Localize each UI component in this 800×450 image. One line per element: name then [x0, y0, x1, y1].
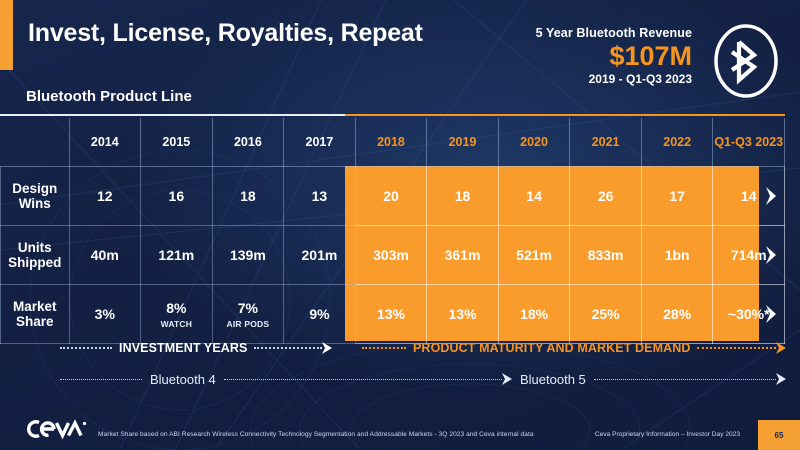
table-rule-investment: [0, 114, 345, 116]
cell-value: 14: [740, 188, 757, 204]
cell-design-wins-2019: 18: [426, 166, 499, 226]
arrow-right-icon: [776, 342, 786, 354]
col-header-2014: 2014: [69, 118, 142, 167]
revenue-period: 2019 - Q1-Q3 2023: [588, 72, 692, 87]
cell-design-wins-2020: 14: [498, 166, 571, 226]
cell-design-wins-q1q3-2023: 14: [712, 166, 785, 226]
cell-units-shipped-2018: 303m: [355, 225, 428, 285]
page-number: 65: [758, 420, 800, 450]
cell-units-shipped-2016: 139m: [212, 225, 285, 285]
bluetooth-4-label: Bluetooth 4: [150, 371, 216, 387]
cell-units-shipped-2021: 833m: [569, 225, 642, 285]
proprietary-notice: Ceva Proprietary Information – Investor …: [594, 431, 740, 438]
row-label-line2: Wins: [18, 196, 51, 211]
arrow-right-icon: [322, 342, 332, 354]
chevron-right-icon: [766, 305, 776, 323]
cell-units-shipped-2022: 1bn: [641, 225, 714, 285]
page-subtitle: Bluetooth Product Line: [26, 88, 192, 105]
cell-units-shipped-2017: 201m: [283, 225, 356, 285]
bluetooth-5-label: Bluetooth 5: [520, 371, 586, 387]
cell-units-shipped-2015: 121m: [140, 225, 213, 285]
cell-design-wins-2014: 12: [69, 166, 142, 226]
cell-market-share-2015: 8% WATCH: [140, 284, 213, 344]
cell-units-shipped-2019: 361m: [426, 225, 499, 285]
table-row-market-share: Market Share 3% 8% WATCH 7% AIR PODS 9% …: [0, 284, 785, 344]
cell-value: 714m: [730, 247, 767, 263]
cell-market-share-2018: 13%: [355, 284, 428, 344]
col-header-2016: 2016: [212, 118, 285, 167]
row-label-market-share: Market Share: [0, 284, 70, 344]
table-row-design-wins: Design Wins 12 16 18 13 20 18 14 26 17 1…: [0, 166, 785, 226]
cell-market-share-2017: 9%: [283, 284, 356, 344]
cell-market-share-2022: 28%: [641, 284, 714, 344]
col-header-2017: 2017: [283, 118, 356, 167]
col-header-2022: 2022: [641, 118, 714, 167]
cell-design-wins-2022: 17: [641, 166, 714, 226]
row-label-design-wins: Design Wins: [0, 166, 70, 226]
table-row-units-shipped: Units Shipped 40m 121m 139m 201m 303m 36…: [0, 225, 785, 285]
row-label-line2: Shipped: [8, 255, 62, 270]
table-corner-cell: [0, 118, 70, 167]
cell-design-wins-2017: 13: [283, 166, 356, 226]
cell-note-airpods: AIR PODS: [226, 318, 270, 329]
footnote-text: Market Share based on ABI Research Wirel…: [98, 431, 534, 438]
cell-design-wins-2018: 20: [355, 166, 428, 226]
col-header-2018: 2018: [355, 118, 428, 167]
row-label-line2: Share: [15, 314, 54, 329]
table-rule-maturity: [345, 114, 785, 116]
cell-market-share-2021: 25%: [569, 284, 642, 344]
cell-units-shipped-2020: 521m: [498, 225, 571, 285]
cell-market-share-q1q3-2023: ~30%*: [712, 284, 785, 344]
arrow-right-icon: [502, 373, 512, 385]
col-header-2015: 2015: [140, 118, 213, 167]
chevron-right-icon: [766, 187, 776, 205]
row-label-units-shipped: Units Shipped: [0, 225, 70, 285]
bluetooth-icon: [714, 24, 778, 98]
chevron-right-icon: [766, 246, 776, 264]
cell-design-wins-2016: 18: [212, 166, 285, 226]
cell-value: 8%: [166, 299, 187, 316]
cell-units-shipped-2014: 40m: [69, 225, 142, 285]
cell-value: 7%: [237, 299, 258, 316]
revenue-summary: 5 Year Bluetooth Revenue $107M 2019 - Q1…: [492, 26, 692, 86]
col-header-2019: 2019: [426, 118, 499, 167]
row-label-line1: Units: [17, 239, 52, 255]
data-table-wrapper: 2014 2015 2016 2017 2018 2019 2020 2021 …: [0, 114, 800, 344]
bluetooth-4-range: Bluetooth 4: [60, 370, 512, 388]
revenue-amount: $107M: [609, 41, 692, 71]
phase-investment-years: INVESTMENT YEARS: [60, 338, 332, 358]
cell-value: ~30%*: [727, 306, 770, 322]
phase-product-maturity: PRODUCT MATURITY AND MARKET DEMAND: [362, 338, 786, 358]
cell-note-watch: WATCH: [160, 318, 193, 329]
arrow-right-icon: [776, 373, 786, 385]
bluetooth-5-range: Bluetooth 5: [512, 370, 786, 388]
revenue-label: 5 Year Bluetooth Revenue: [535, 26, 692, 40]
cell-market-share-2020: 18%: [498, 284, 571, 344]
cell-units-shipped-q1q3-2023: 714m: [712, 225, 785, 285]
col-header-2020: 2020: [498, 118, 571, 167]
title-accent-bar: [0, 0, 13, 70]
row-label-line1: Design: [12, 180, 58, 196]
cell-design-wins-2015: 16: [140, 166, 213, 226]
phase-label-investment: INVESTMENT YEARS: [119, 341, 248, 355]
metrics-table: 2014 2015 2016 2017 2018 2019 2020 2021 …: [0, 118, 785, 344]
row-label-line1: Market: [12, 298, 57, 314]
phase-label-maturity: PRODUCT MATURITY AND MARKET DEMAND: [413, 341, 691, 355]
cell-market-share-2016: 7% AIR PODS: [212, 284, 285, 344]
cell-market-share-2019: 13%: [426, 284, 499, 344]
cell-market-share-2014: 3%: [69, 284, 142, 344]
col-header-2021: 2021: [569, 118, 642, 167]
cell-design-wins-2021: 26: [569, 166, 642, 226]
col-header-q1q3-2023: Q1-Q3 2023: [712, 118, 785, 167]
page-title: Invest, License, Royalties, Repeat: [28, 19, 423, 47]
ceva-logo: [27, 419, 87, 440]
table-header-row: 2014 2015 2016 2017 2018 2019 2020 2021 …: [0, 118, 785, 167]
